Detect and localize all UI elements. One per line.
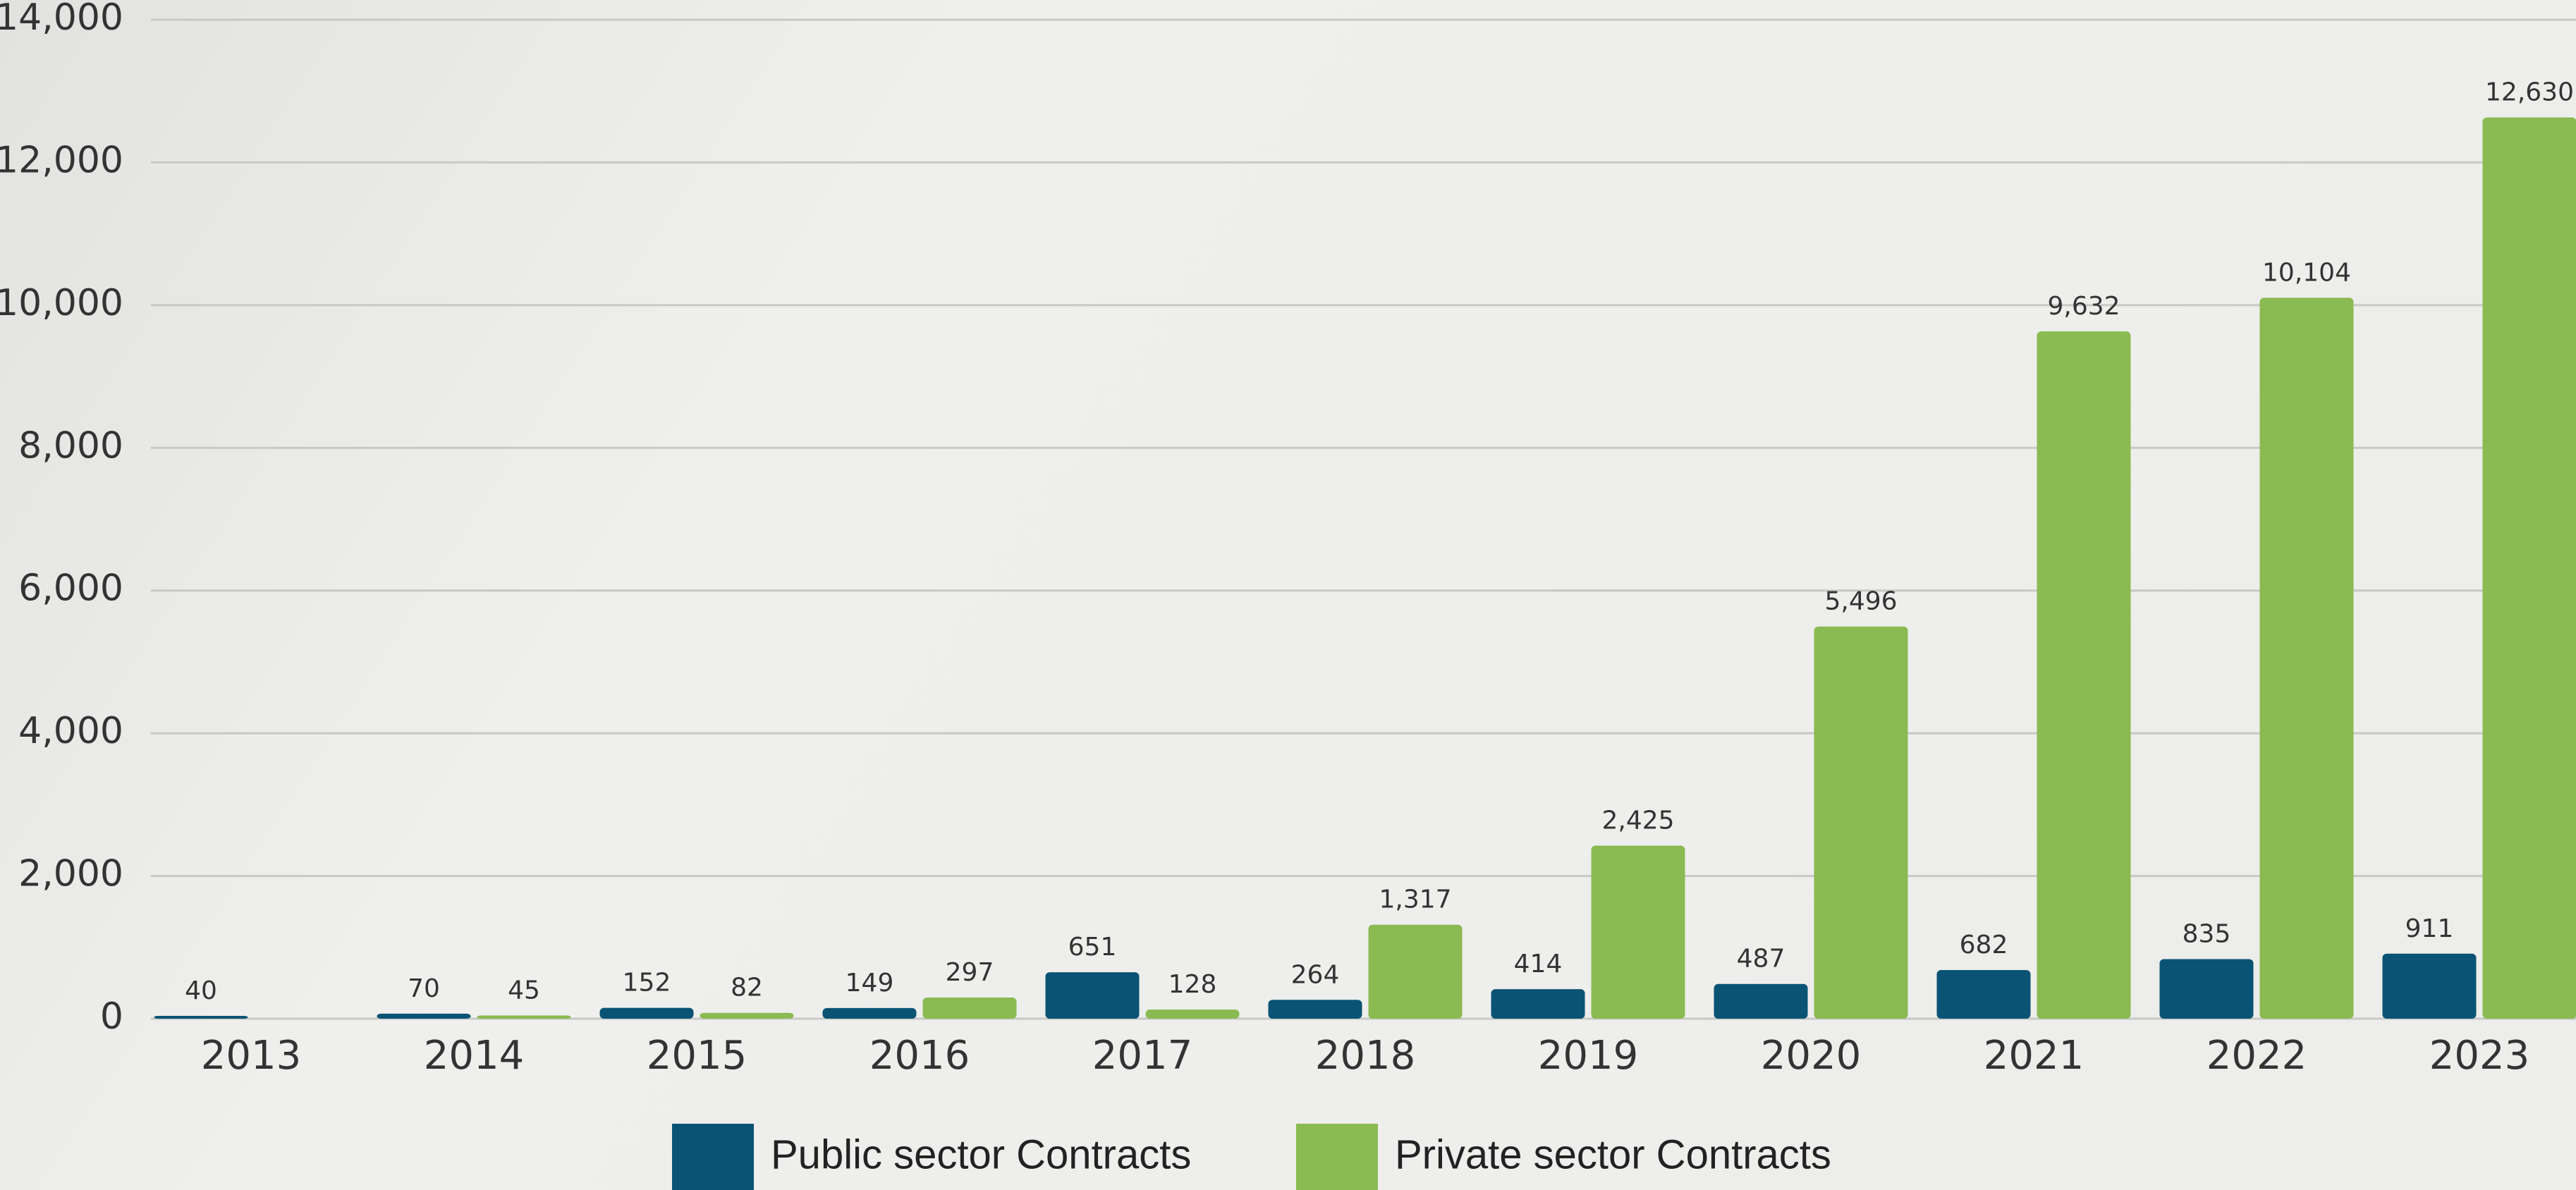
bar <box>477 1015 571 1019</box>
x-tick-label: 2019 <box>1538 1033 1639 1079</box>
x-tick-label: 2014 <box>424 1033 525 1079</box>
value-label: 152 <box>623 969 671 998</box>
bar <box>1491 989 1585 1019</box>
value-label: 1,317 <box>1379 885 1451 914</box>
legend-swatch <box>672 1124 754 1190</box>
bar <box>922 997 1017 1019</box>
value-label: 835 <box>2183 919 2231 948</box>
x-tick-label: 2022 <box>2206 1033 2307 1079</box>
value-label: 82 <box>731 974 763 1002</box>
value-label: 40 <box>185 976 217 1005</box>
value-label: 70 <box>408 974 440 1003</box>
y-tick-label: 2,000 <box>18 853 123 895</box>
value-label: 10,104 <box>2262 258 2351 287</box>
value-label: 651 <box>1068 933 1117 962</box>
value-label: 12,630 <box>2485 78 2574 107</box>
value-label: 5,496 <box>1824 587 1897 616</box>
bar <box>2382 953 2477 1019</box>
y-tick-label: 14,000 <box>0 0 123 39</box>
value-label: 682 <box>1960 931 2008 959</box>
bar <box>2159 959 2254 1019</box>
x-tick-label: 2018 <box>1315 1033 1416 1079</box>
legend-swatch <box>1296 1124 1378 1190</box>
value-label: 297 <box>946 958 994 987</box>
y-tick-label: 12,000 <box>0 139 123 181</box>
bar <box>1814 626 1908 1019</box>
x-tick-label: 2013 <box>201 1033 302 1079</box>
bar <box>700 1012 794 1019</box>
x-tick-label: 2020 <box>1761 1033 1862 1079</box>
bar <box>599 1007 694 1019</box>
value-label: 264 <box>1291 960 1340 989</box>
y-tick-label: 6,000 <box>18 568 123 610</box>
value-label: 45 <box>508 976 540 1005</box>
bar <box>1045 972 1140 1019</box>
bar <box>2259 298 2354 1019</box>
value-label: 149 <box>846 969 894 998</box>
bar <box>1591 845 1685 1019</box>
bar <box>822 1007 917 1019</box>
x-tick-label: 2017 <box>1092 1033 1193 1079</box>
x-tick-label: 2015 <box>647 1033 747 1079</box>
bar <box>1268 1000 1362 1019</box>
y-tick-label: 8,000 <box>18 424 123 467</box>
bar <box>2037 331 2131 1019</box>
x-tick-label: 2016 <box>869 1033 970 1079</box>
value-label: 128 <box>1168 970 1217 999</box>
y-tick-label: 0 <box>100 995 123 1038</box>
legend-label: Public sector Contracts <box>771 1131 1191 1177</box>
value-label: 487 <box>1737 945 1786 974</box>
y-tick-label: 4,000 <box>18 710 123 752</box>
x-tick-label: 2021 <box>1984 1033 2084 1079</box>
bar <box>1936 969 2031 1019</box>
bar <box>2482 117 2576 1019</box>
value-label: 2,425 <box>1601 806 1674 835</box>
bar <box>154 1015 248 1019</box>
bar <box>1714 983 1808 1019</box>
legend-label: Private sector Contracts <box>1395 1131 1831 1177</box>
value-label: 911 <box>2405 914 2454 943</box>
value-label: 414 <box>1514 950 1563 979</box>
y-tick-label: 10,000 <box>0 282 123 324</box>
x-tick-label: 2023 <box>2429 1033 2530 1079</box>
value-label: 9,632 <box>2047 292 2120 321</box>
bar <box>1145 1010 1240 1019</box>
bar <box>1368 924 1463 1019</box>
bar <box>377 1013 471 1019</box>
